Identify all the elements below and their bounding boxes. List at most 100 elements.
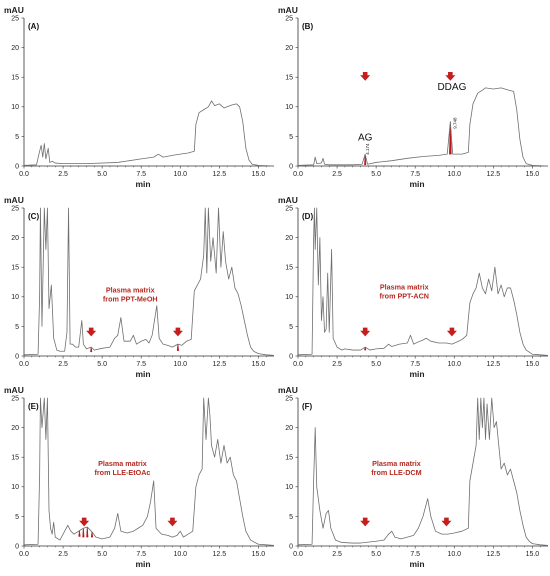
panel-f: 0 5 10 15 20 25 0.0 2.5 5.0 7.5 10.0 12.5 15.0 mAU min… <box>278 385 549 569</box>
matrix-annotation: from LLE-EtOAc <box>94 468 150 477</box>
y-tick-label: 25 <box>285 15 293 22</box>
arrow-marker <box>360 517 371 527</box>
x-tick-label: 10.0 <box>447 551 461 558</box>
chromatogram-trace <box>297 207 549 356</box>
y-tick-label: 0 <box>289 353 293 360</box>
y-tick-label: 20 <box>11 45 19 52</box>
peak-name-label: DDAG <box>437 82 466 93</box>
x-tick-label: 15.0 <box>526 171 540 178</box>
arrow-marker <box>86 327 97 337</box>
analyte-peak <box>78 529 81 537</box>
x-axis-label: min <box>409 179 424 189</box>
x-tick-label: 5.0 <box>97 551 107 558</box>
x-tick-label: 12.5 <box>487 551 501 558</box>
y-unit-label: mAU <box>4 195 24 205</box>
panel-e: 0 5 10 15 20 25 0.0 2.5 5.0 7.5 10.0 12.5 15.0 mAU min… <box>4 385 275 569</box>
x-tick-label: 7.5 <box>136 551 146 558</box>
matrix-annotation: Plasma matrix <box>372 459 421 468</box>
y-tick-label: 10 <box>285 104 293 111</box>
arrow-marker <box>441 517 452 527</box>
retention-time-label: 4.174 <box>365 143 370 155</box>
matrix-annotation: from PPT-ACN <box>379 292 429 301</box>
arrow-marker <box>445 72 456 81</box>
y-tick-label: 20 <box>11 235 19 242</box>
x-tick-label: 15.0 <box>252 361 266 368</box>
y-tick-label: 15 <box>11 455 19 462</box>
x-tick-label: 5.0 <box>371 171 381 178</box>
panel-label: (C) <box>28 212 39 221</box>
x-tick-label: 7.5 <box>410 361 420 368</box>
x-axis-label: min <box>135 179 150 189</box>
x-tick-label: 2.5 <box>58 171 68 178</box>
y-tick-label: 25 <box>285 395 293 402</box>
y-tick-label: 5 <box>15 514 19 521</box>
x-tick-label: 10.0 <box>447 171 461 178</box>
y-tick-label: 0 <box>289 163 293 170</box>
x-tick-label: 0.0 <box>19 361 29 368</box>
x-tick-label: 15.0 <box>526 551 540 558</box>
arrow-marker <box>167 517 178 527</box>
matrix-annotation: Plasma matrix <box>106 286 155 295</box>
y-tick-label: 10 <box>11 294 19 301</box>
arrow-marker <box>446 327 457 337</box>
matrix-annotation: Plasma matrix <box>380 283 429 292</box>
y-tick-label: 5 <box>289 134 293 141</box>
x-tick-label: 5.0 <box>371 361 381 368</box>
panel-b: 0 5 10 15 20 25 0.0 2.5 5.0 7.5 10.0 12.5 15.0 mAU min… <box>278 5 549 189</box>
y-tick-label: 10 <box>11 484 19 491</box>
analyte-peak <box>86 527 89 538</box>
y-tick-label: 20 <box>285 45 293 52</box>
y-tick-label: 5 <box>15 324 19 331</box>
x-tick-label: 15.0 <box>252 171 266 178</box>
panel-label: (F) <box>302 402 313 411</box>
x-tick-label: 10.0 <box>173 551 187 558</box>
x-tick-label: 7.5 <box>410 171 420 178</box>
x-tick-label: 12.5 <box>213 171 227 178</box>
y-tick-label: 20 <box>11 425 19 432</box>
x-tick-label: 7.5 <box>136 361 146 368</box>
x-tick-label: 12.5 <box>487 171 501 178</box>
arrow-marker <box>360 72 371 81</box>
x-tick-label: 10.0 <box>173 361 187 368</box>
x-tick-label: 15.0 <box>252 551 266 558</box>
y-tick-label: 15 <box>285 75 293 82</box>
y-tick-label: 25 <box>285 205 293 212</box>
chromatogram-trace <box>297 87 549 167</box>
panel-c: 0 5 10 15 20 25 0.0 2.5 5.0 7.5 10.0 12.5 15.0 mAU min… <box>4 195 275 379</box>
x-axis-label: min <box>409 369 424 379</box>
x-tick-label: 10.0 <box>173 171 187 178</box>
peak-name-label: AG <box>358 133 373 144</box>
y-tick-label: 15 <box>285 265 293 272</box>
x-axis-label: min <box>409 559 424 569</box>
x-tick-label: 0.0 <box>293 171 303 178</box>
x-tick-label: 0.0 <box>293 551 303 558</box>
y-tick-label: 25 <box>11 15 19 22</box>
y-tick-label: 10 <box>285 294 293 301</box>
matrix-annotation: from LLE-DCM <box>371 468 421 477</box>
retention-time-label: 9.748 <box>453 117 458 129</box>
y-tick-label: 25 <box>11 205 19 212</box>
x-tick-label: 0.0 <box>19 171 29 178</box>
panel-a: 0 5 10 15 20 25 0.0 2.5 5.0 7.5 10.0 12.5 15.0 mAU min… <box>4 5 275 189</box>
x-axis-label: min <box>135 559 150 569</box>
y-tick-label: 5 <box>289 514 293 521</box>
chromatogram-trace <box>23 397 275 546</box>
arrow-marker <box>79 517 90 527</box>
panel-label: (D) <box>302 212 313 221</box>
y-unit-label: mAU <box>4 5 24 15</box>
x-tick-label: 7.5 <box>410 551 420 558</box>
y-tick-label: 15 <box>285 455 293 462</box>
x-tick-label: 2.5 <box>332 551 342 558</box>
y-unit-label: mAU <box>278 385 298 395</box>
panel-label: (E) <box>28 402 39 411</box>
x-tick-label: 2.5 <box>332 171 342 178</box>
x-tick-label: 5.0 <box>97 171 107 178</box>
x-tick-label: 5.0 <box>371 551 381 558</box>
panel-label: (A) <box>28 22 39 31</box>
x-tick-label: 2.5 <box>58 361 68 368</box>
y-unit-label: mAU <box>4 385 24 395</box>
y-tick-label: 20 <box>285 425 293 432</box>
x-tick-label: 12.5 <box>487 361 501 368</box>
y-tick-label: 5 <box>15 134 19 141</box>
y-unit-label: mAU <box>278 5 298 15</box>
